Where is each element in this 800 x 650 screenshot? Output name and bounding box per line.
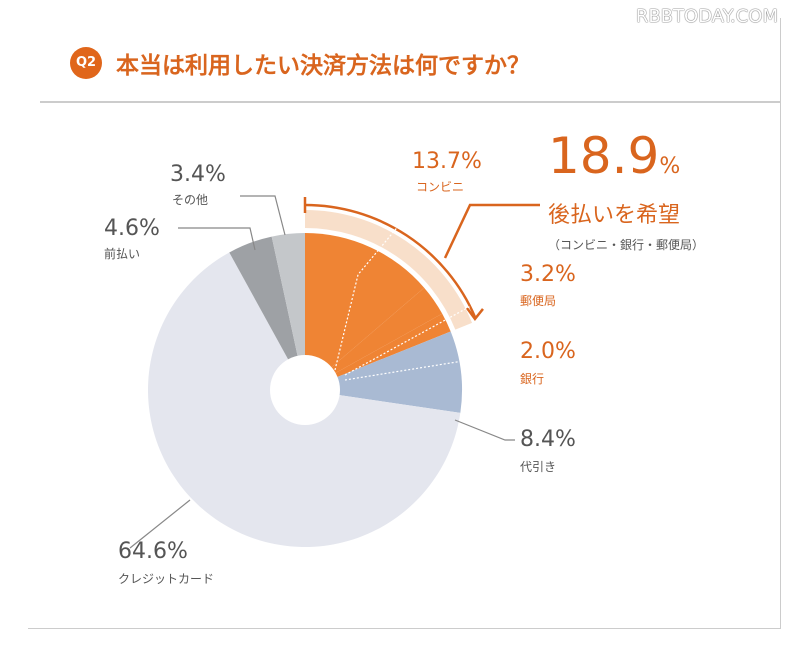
deferred-bracket [304,203,477,318]
label-credit: クレジットカード [118,572,215,586]
pie-slice [305,331,462,413]
pie-slice [305,233,425,390]
leader-konbini [334,199,421,371]
label-value-prepay: 4.6% [104,216,160,241]
label-value-bank: 2.0% [520,339,576,364]
label-value-credit: 64.6% [118,539,188,564]
leader-bank [344,354,515,381]
callout-label: 後払いを希望 [548,203,681,228]
callout-leader [443,203,540,259]
leader-post [344,289,515,376]
pie-slice [229,236,305,390]
pie-slice [305,287,443,390]
watermark: RBBTODAY.COM [635,6,778,27]
label-bank: 銀行 [520,372,545,386]
donut-hole [270,355,340,425]
label-value-cod: 8.4% [520,427,576,452]
chart-title: 本当は利用したい決済方法は何ですか？ [116,53,530,79]
label-other: その他 [172,193,209,207]
leader-cod [454,419,515,441]
callout-sub: （コンビニ・銀行・郵便局） [548,238,705,252]
label-cod: 代引き [520,460,557,474]
label-value-konbini: 13.7% [412,149,482,174]
question-badge: Q2 [70,47,102,79]
leader-prepay [178,227,256,251]
callout-value: 18.9% [548,127,681,185]
pie-slice [271,233,305,390]
leader-credit [129,499,191,549]
divider [40,101,780,103]
frame [28,18,781,629]
bracket-arrow-icon [465,307,484,322]
label-post: 郵便局 [520,294,557,308]
label-konbini: コンビニ [416,180,465,194]
label-value-other: 3.4% [170,162,226,187]
label-prepay: 前払い [104,247,141,261]
label-value-post: 3.2% [520,262,576,287]
pie-slice [305,313,451,390]
leader-other [240,195,286,236]
deferred-ring [304,210,473,330]
